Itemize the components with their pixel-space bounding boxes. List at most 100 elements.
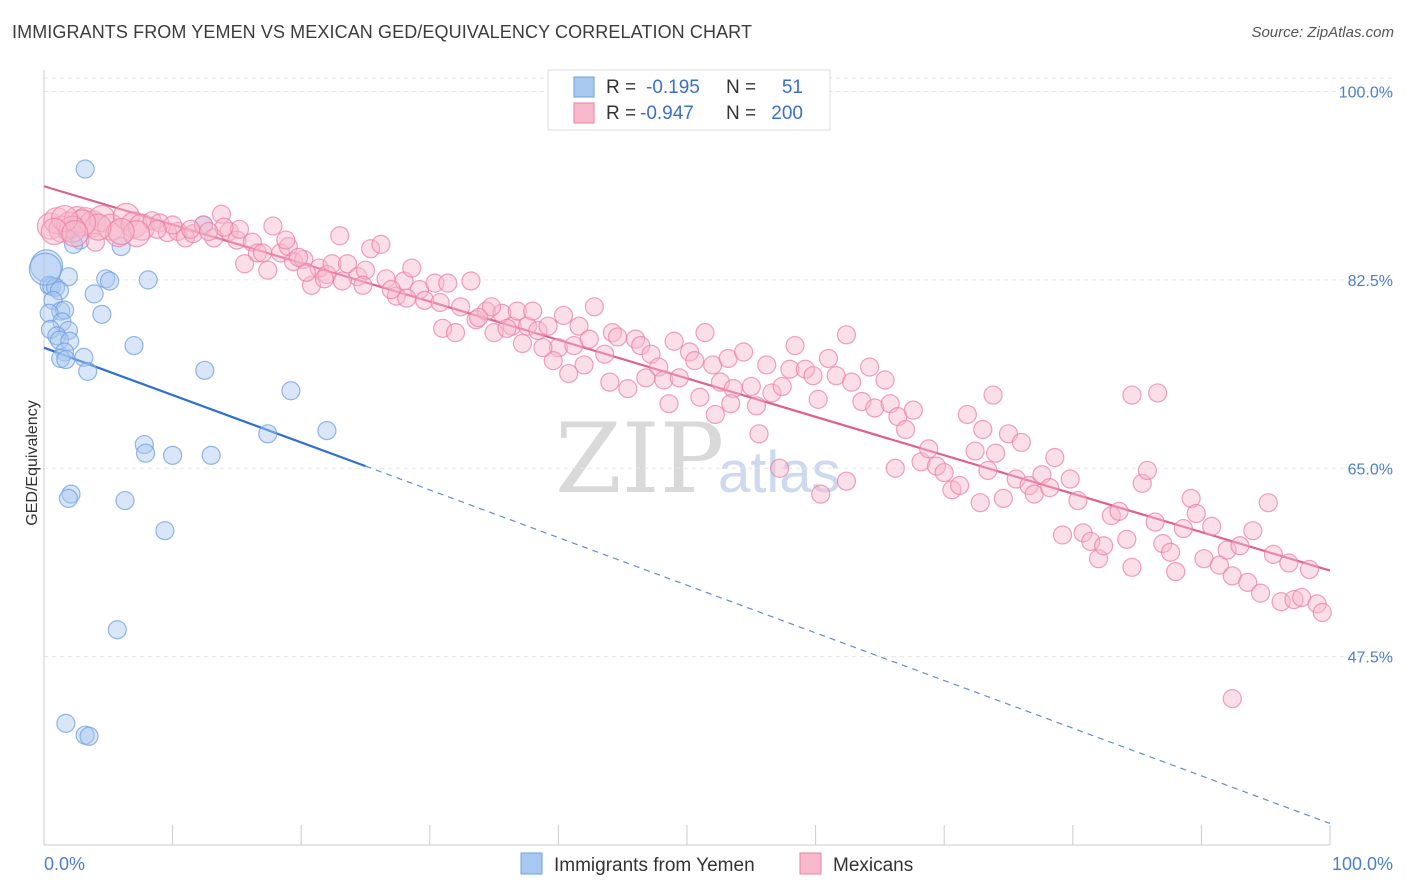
data-point (1243, 521, 1263, 541)
data-point (664, 331, 684, 351)
data-point (517, 316, 538, 336)
data-point (79, 726, 99, 746)
data-point (353, 275, 373, 295)
data-point (811, 484, 831, 504)
data-point (199, 221, 219, 242)
data-point (253, 243, 273, 263)
data-point (607, 327, 628, 347)
data-point (795, 359, 815, 379)
watermark-atlas: atlas (718, 440, 841, 505)
data-point (1230, 536, 1250, 556)
legend-n-label-mexicans: N = (726, 103, 756, 124)
data-point (355, 260, 376, 280)
data-point (337, 254, 358, 274)
data-point (402, 258, 422, 278)
data-point (451, 297, 471, 317)
data-point (56, 349, 76, 370)
data-point (695, 323, 715, 343)
data-point (1081, 531, 1101, 552)
data-point (497, 318, 517, 338)
data-point (1040, 478, 1060, 498)
data-point (659, 394, 679, 414)
y-tick-label: 47.5% (1348, 650, 1393, 667)
data-point (636, 368, 656, 388)
data-point (543, 351, 563, 371)
data-point (669, 368, 689, 388)
data-point (481, 297, 502, 317)
data-point (746, 396, 767, 416)
data-point (965, 441, 985, 461)
data-point (1109, 501, 1129, 521)
data-point (533, 338, 553, 358)
y-tick-label: 100.0% (1339, 85, 1393, 102)
series-yemen (28, 159, 337, 746)
data-point (1181, 488, 1201, 509)
data-point (135, 443, 156, 463)
data-point (1284, 589, 1304, 610)
data-point (322, 254, 342, 274)
data-point (618, 379, 638, 399)
trend-line-yemen (43, 346, 366, 468)
data-point (78, 361, 98, 381)
data-point (950, 475, 970, 496)
data-point (54, 300, 75, 320)
data-point (147, 219, 167, 239)
legend-r-value-mexicans: -0.947 (640, 103, 694, 124)
data-point (1094, 536, 1114, 556)
chart-title: IMMIGRANTS FROM YEMEN VS MEXICAN GED/EQU… (12, 22, 753, 42)
data-point (1137, 460, 1157, 481)
data-point (957, 404, 977, 425)
data-point (785, 335, 805, 356)
bottom-legend: Immigrants from Yemen Mexicans (520, 852, 913, 876)
data-point (584, 297, 605, 317)
data-point (155, 521, 175, 541)
data-point (523, 301, 543, 321)
data-point (896, 419, 916, 440)
data-point (332, 271, 352, 291)
data-point (970, 493, 990, 513)
data-point (1173, 518, 1193, 539)
data-point (553, 305, 574, 326)
data-point (842, 372, 862, 392)
data-point (1060, 469, 1080, 489)
data-point (885, 458, 905, 478)
data-point (1186, 503, 1206, 524)
data-point (309, 258, 329, 278)
data-point (733, 342, 754, 362)
data-point (1045, 447, 1065, 468)
legend-n-value-yemen: 51 (782, 77, 803, 98)
data-point (579, 329, 599, 349)
data-point (1011, 432, 1031, 453)
data-point (559, 363, 579, 384)
data-point (49, 281, 70, 301)
data-point (625, 329, 646, 349)
x-tick-label-max: 100.0% (1332, 854, 1393, 874)
data-point (690, 387, 710, 407)
data-point (1122, 385, 1142, 405)
data-point (772, 376, 792, 397)
data-point (29, 249, 64, 283)
legend-frame (547, 69, 831, 131)
data-point (461, 271, 481, 291)
data-point (1209, 555, 1230, 575)
data-point (492, 303, 512, 323)
data-point (986, 443, 1006, 463)
data-point (993, 488, 1013, 509)
y-axis-title: GED/Equivalency (24, 400, 41, 525)
data-point (721, 394, 741, 414)
data-point (433, 318, 453, 338)
data-point (983, 385, 1003, 405)
bottom-legend-swatch-mexicans (799, 852, 822, 875)
bottom-legend-label-yemen: Immigrants from Yemen (554, 855, 755, 876)
data-point (538, 316, 558, 336)
data-points (28, 159, 1332, 746)
data-point (1279, 553, 1299, 573)
y-tick-label: 82.5% (1348, 273, 1393, 290)
data-point (978, 460, 998, 481)
data-point (1160, 542, 1181, 562)
data-point (60, 331, 80, 351)
series-mexicans (36, 202, 1332, 709)
data-point (1148, 383, 1168, 403)
data-point (600, 372, 620, 392)
